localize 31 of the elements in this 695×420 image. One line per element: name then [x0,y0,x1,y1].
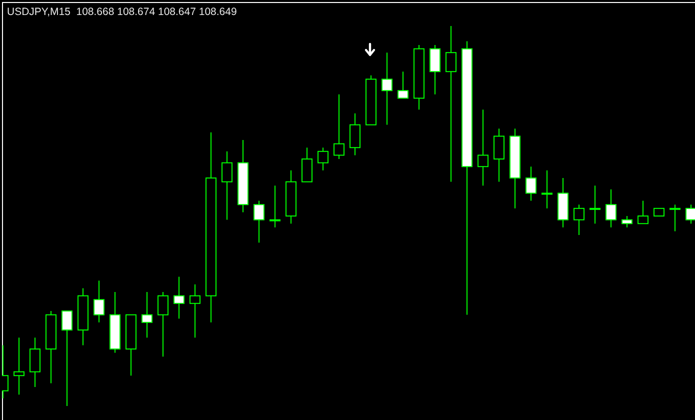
candlestick [542,170,552,209]
candlestick [382,52,392,126]
candlestick [446,26,456,182]
candlestick [350,112,360,156]
candlestick [190,284,200,338]
candlestick [142,292,152,338]
candlestick [270,185,280,228]
candlestick [302,147,312,182]
candlestick [398,71,408,99]
candlestick [430,44,440,95]
candlestick [606,188,616,228]
candlestick [494,128,504,182]
candlestick [638,200,648,224]
candlestick [254,200,264,244]
candlestick [574,204,584,236]
candlestick [318,147,328,171]
candlestick [158,292,168,358]
candlestick [222,150,232,220]
candlestick [686,204,695,224]
candlestick [334,94,344,160]
candlestick [62,310,72,406]
candlestick [526,166,536,202]
candlestick [590,185,600,224]
candlestick [670,204,680,232]
candlestick [94,280,104,323]
candlestick [174,276,184,320]
candlestick [14,337,24,396]
candlestick [622,216,632,228]
candlestick [478,109,488,186]
candlestick [30,337,40,388]
chart-title: USDJPY,M15 108.668 108.674 108.647 108.649 [7,6,237,18]
